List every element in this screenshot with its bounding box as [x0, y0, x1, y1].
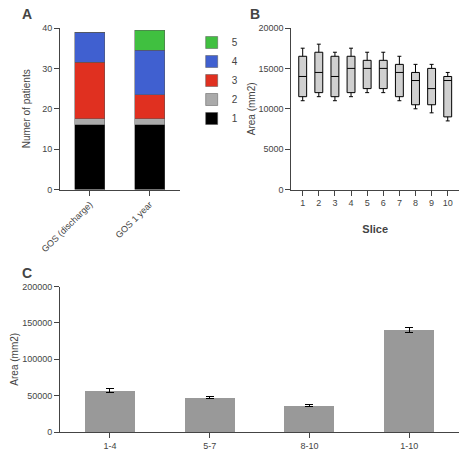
svg-text:5: 5	[232, 37, 238, 48]
svg-text:50000: 50000	[27, 391, 52, 401]
svg-text:GOS 1 year: GOS 1 year	[114, 199, 155, 240]
svg-text:Numer of patients: Numer of patients	[21, 69, 32, 148]
svg-text:1: 1	[300, 198, 305, 208]
svg-text:0: 0	[47, 427, 52, 437]
svg-text:100000: 100000	[22, 354, 52, 364]
svg-text:3: 3	[232, 75, 238, 86]
svg-text:6: 6	[381, 198, 386, 208]
svg-text:C: C	[22, 265, 32, 281]
svg-text:10: 10	[443, 198, 453, 208]
svg-text:20: 20	[42, 104, 52, 114]
svg-text:5000: 5000	[264, 144, 284, 154]
svg-text:8-10: 8-10	[300, 441, 318, 451]
svg-text:9: 9	[429, 198, 434, 208]
svg-text:2: 2	[316, 198, 321, 208]
svg-text:10000: 10000	[259, 104, 284, 114]
svg-text:200000: 200000	[22, 282, 52, 292]
svg-text:30: 30	[42, 64, 52, 74]
svg-text:5-7: 5-7	[203, 441, 216, 451]
svg-text:1-4: 1-4	[103, 441, 116, 451]
svg-text:10: 10	[42, 144, 52, 154]
svg-text:20000: 20000	[259, 23, 284, 33]
svg-text:Slice: Slice	[362, 223, 388, 235]
svg-text:2: 2	[232, 94, 238, 105]
svg-text:8: 8	[413, 198, 418, 208]
svg-text:4: 4	[349, 198, 354, 208]
svg-text:Area (mm2): Area (mm2)	[246, 82, 257, 135]
svg-text:Area (mm2): Area (mm2)	[9, 333, 20, 386]
svg-text:4: 4	[232, 56, 238, 67]
svg-text:5: 5	[365, 198, 370, 208]
svg-text:7: 7	[397, 198, 402, 208]
svg-text:0: 0	[47, 185, 52, 195]
svg-text:GOS (discharge): GOS (discharge)	[40, 199, 95, 254]
svg-text:0: 0	[279, 185, 284, 195]
svg-text:40: 40	[42, 23, 52, 33]
svg-text:3: 3	[332, 198, 337, 208]
svg-text:150000: 150000	[22, 318, 52, 328]
svg-text:15000: 15000	[259, 64, 284, 74]
svg-text:A: A	[22, 6, 32, 22]
svg-text:1-10: 1-10	[400, 441, 418, 451]
svg-text:1: 1	[232, 113, 238, 124]
svg-text:B: B	[250, 6, 260, 22]
